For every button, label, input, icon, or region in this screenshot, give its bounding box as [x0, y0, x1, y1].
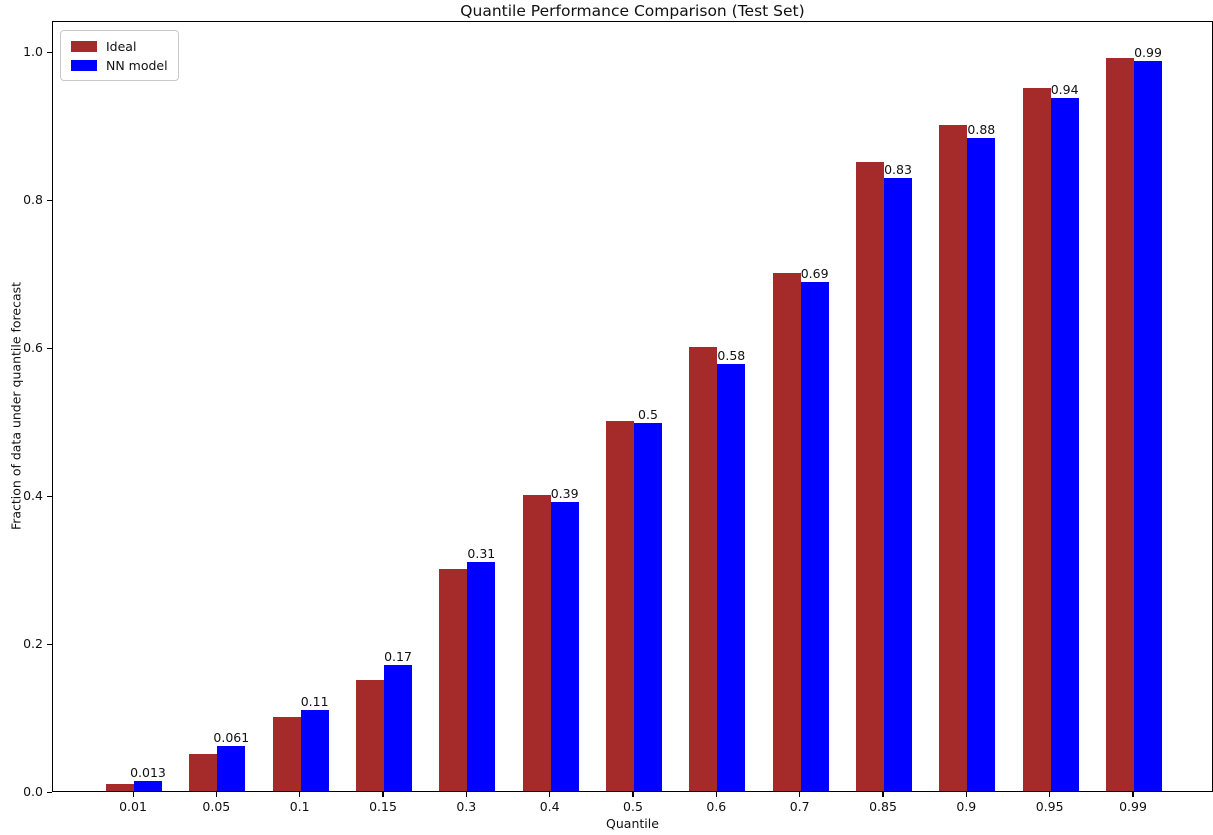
bar-ideal [522, 495, 551, 791]
y-tick-mark [47, 495, 52, 497]
x-tick-mark [1049, 792, 1051, 797]
bar-nn-model [217, 745, 246, 791]
y-tick-mark [47, 791, 52, 793]
bar-value-label: 0.69 [800, 265, 829, 281]
x-tick-label: 0.3 [456, 799, 477, 814]
x-tick-label: 0.5 [623, 799, 643, 814]
legend-label-nn-model: NN model [106, 57, 168, 73]
x-tick-label: 0.6 [706, 799, 727, 814]
bar-nn-model [383, 665, 412, 791]
x-tick-label: 0.7 [789, 799, 810, 814]
bar-value-label: 0.5 [638, 407, 658, 423]
bar-value-label: 0.31 [467, 545, 496, 561]
y-tick-label: 0.0 [23, 784, 43, 799]
y-tick-mark [47, 199, 52, 201]
x-tick-mark [965, 792, 968, 797]
bar-ideal [855, 162, 884, 791]
bar-ideal [772, 273, 801, 791]
bar-ideal [939, 125, 968, 791]
bar-ideal [605, 421, 634, 791]
plot-area: Ideal NN model 0.013 0.061 0.11 0.17 0.31 0.3… [52, 21, 1213, 792]
x-axis-label: Quantile [606, 816, 659, 831]
legend-item-nn-model: NN model [71, 57, 168, 73]
x-tick-mark [1132, 792, 1134, 797]
bar-value-label: 0.94 [1050, 81, 1079, 97]
x-tick-mark [882, 792, 884, 797]
bar-nn-model [300, 709, 329, 791]
y-tick-label: 0.8 [23, 192, 43, 207]
bar-ideal [106, 783, 134, 791]
x-tick-mark [299, 792, 301, 797]
y-tick-label: 0.2 [23, 636, 43, 651]
bar-ideal [1022, 88, 1051, 791]
y-tick-mark [47, 643, 52, 645]
x-tick-label: 0.95 [1035, 799, 1064, 814]
legend-swatch-nn-model [71, 59, 97, 71]
x-tick-mark [715, 792, 718, 797]
y-tick-mark [47, 51, 52, 53]
x-tick-label: 0.9 [956, 799, 977, 814]
bar-nn-model [717, 364, 746, 791]
bar-nn-model [467, 561, 496, 791]
x-tick-label: 0.15 [369, 799, 397, 814]
x-tick-mark [132, 792, 134, 797]
x-tick-mark [215, 792, 218, 797]
bar-ideal [355, 680, 384, 791]
x-tick-mark [632, 792, 634, 797]
y-tick-label: 1.0 [23, 44, 43, 59]
legend: Ideal NN model [60, 30, 179, 81]
y-tick-mark [47, 347, 52, 349]
bar-value-label: 0.17 [384, 649, 412, 665]
bar-value-label: 0.88 [967, 121, 996, 137]
x-tick-label: 0.99 [1119, 799, 1147, 814]
legend-swatch-ideal [71, 40, 97, 52]
y-tick-label: 0.4 [23, 488, 43, 503]
bar-value-label: 0.11 [300, 693, 329, 709]
bar-nn-model [967, 137, 996, 791]
bar-ideal [272, 717, 301, 791]
bar-nn-model [134, 781, 162, 791]
x-tick-mark [799, 792, 801, 797]
legend-item-ideal: Ideal [71, 38, 168, 54]
bar-nn-model [883, 177, 912, 791]
bar-ideal [439, 569, 468, 791]
bar-value-label: 0.58 [717, 348, 746, 364]
x-tick-mark [549, 792, 551, 797]
bar-nn-model [800, 281, 829, 791]
bar-nn-model [1050, 97, 1079, 791]
bar-nn-model [1133, 60, 1162, 791]
x-tick-label: 0.85 [869, 799, 897, 814]
x-tick-label: 0.1 [289, 799, 310, 814]
bar-ideal [1105, 58, 1134, 791]
x-tick-label: 0.01 [119, 799, 147, 814]
x-tick-label: 0.4 [539, 799, 560, 814]
bar-ideal [189, 754, 218, 791]
bar-value-label: 0.013 [130, 765, 166, 781]
bar-value-label: 0.99 [1134, 44, 1162, 60]
y-tick-label: 0.6 [23, 340, 43, 355]
bar-value-label: 0.83 [884, 161, 912, 177]
bar-ideal [689, 347, 718, 791]
x-tick-mark [465, 792, 468, 797]
x-tick-label: 0.05 [202, 799, 231, 814]
bar-value-label: 0.39 [550, 486, 579, 502]
bar-nn-model [633, 423, 662, 791]
chart-title: Quantile Performance Comparison (Test Se… [460, 2, 805, 20]
legend-label-ideal: Ideal [106, 38, 137, 54]
bar-value-label: 0.061 [213, 729, 250, 745]
bar-nn-model [550, 502, 579, 791]
x-tick-mark [382, 792, 384, 797]
